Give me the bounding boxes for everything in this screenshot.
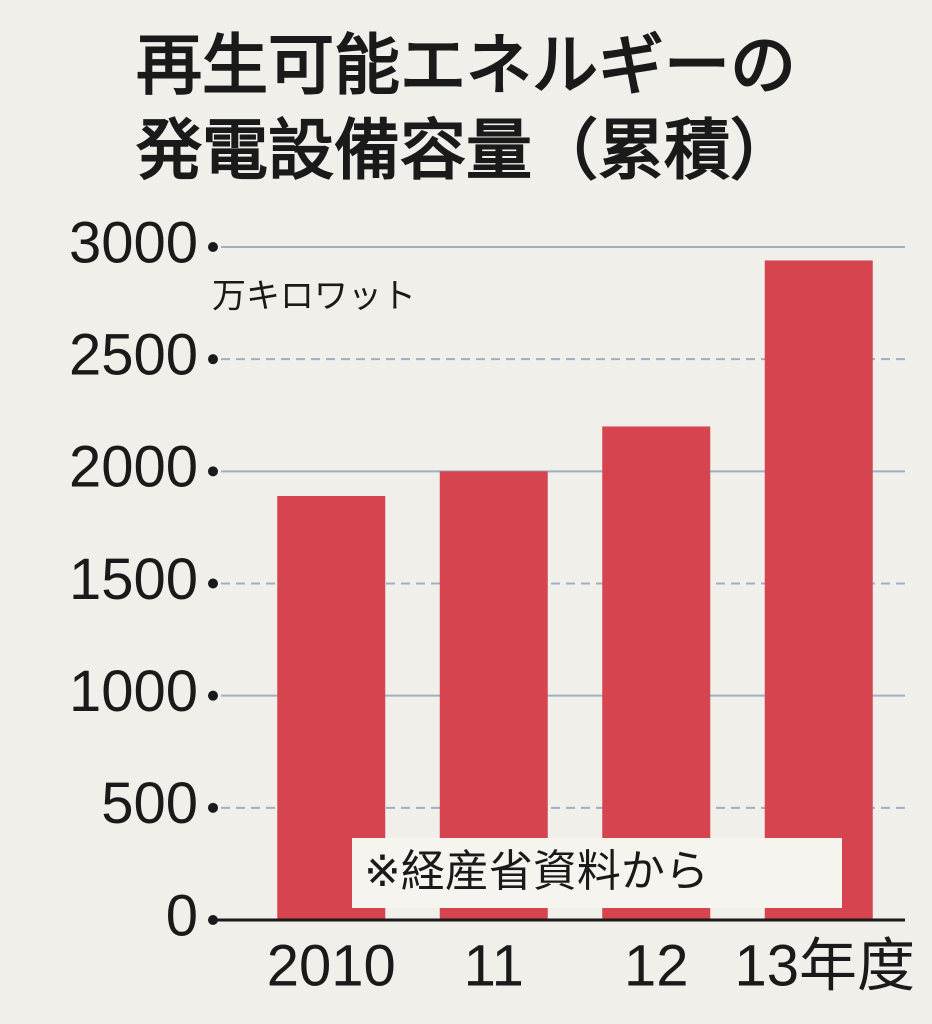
x-tick-label: 11	[464, 933, 524, 998]
y-tick-label: 0	[166, 883, 198, 948]
y-tick-label: 3000	[69, 210, 198, 275]
tick-mark	[208, 802, 218, 813]
bar	[602, 426, 711, 920]
unit-label: 万キロワット	[212, 277, 416, 317]
x-tick-label: 13年度	[734, 933, 915, 998]
tick-mark	[208, 354, 218, 365]
x-tick-label: 2010	[267, 933, 396, 998]
y-tick-label: 1500	[69, 547, 198, 612]
tick-mark	[208, 690, 218, 701]
chart-title: 発電設備容量（累積）	[136, 112, 796, 189]
note-background	[352, 838, 842, 908]
y-tick-label: 2000	[69, 435, 198, 500]
tick-mark	[208, 466, 218, 477]
y-tick-label: 500	[101, 771, 198, 836]
bar	[764, 260, 873, 921]
tick-mark	[208, 242, 218, 252]
x-tick-label: 12	[624, 933, 689, 998]
y-tick-label: 1000	[69, 659, 198, 724]
chart-title: 再生可能エネルギーの	[136, 27, 796, 104]
note: ※経産省資料から	[364, 846, 709, 897]
y-tick-label: 2500	[69, 322, 198, 387]
tick-mark	[208, 578, 218, 589]
